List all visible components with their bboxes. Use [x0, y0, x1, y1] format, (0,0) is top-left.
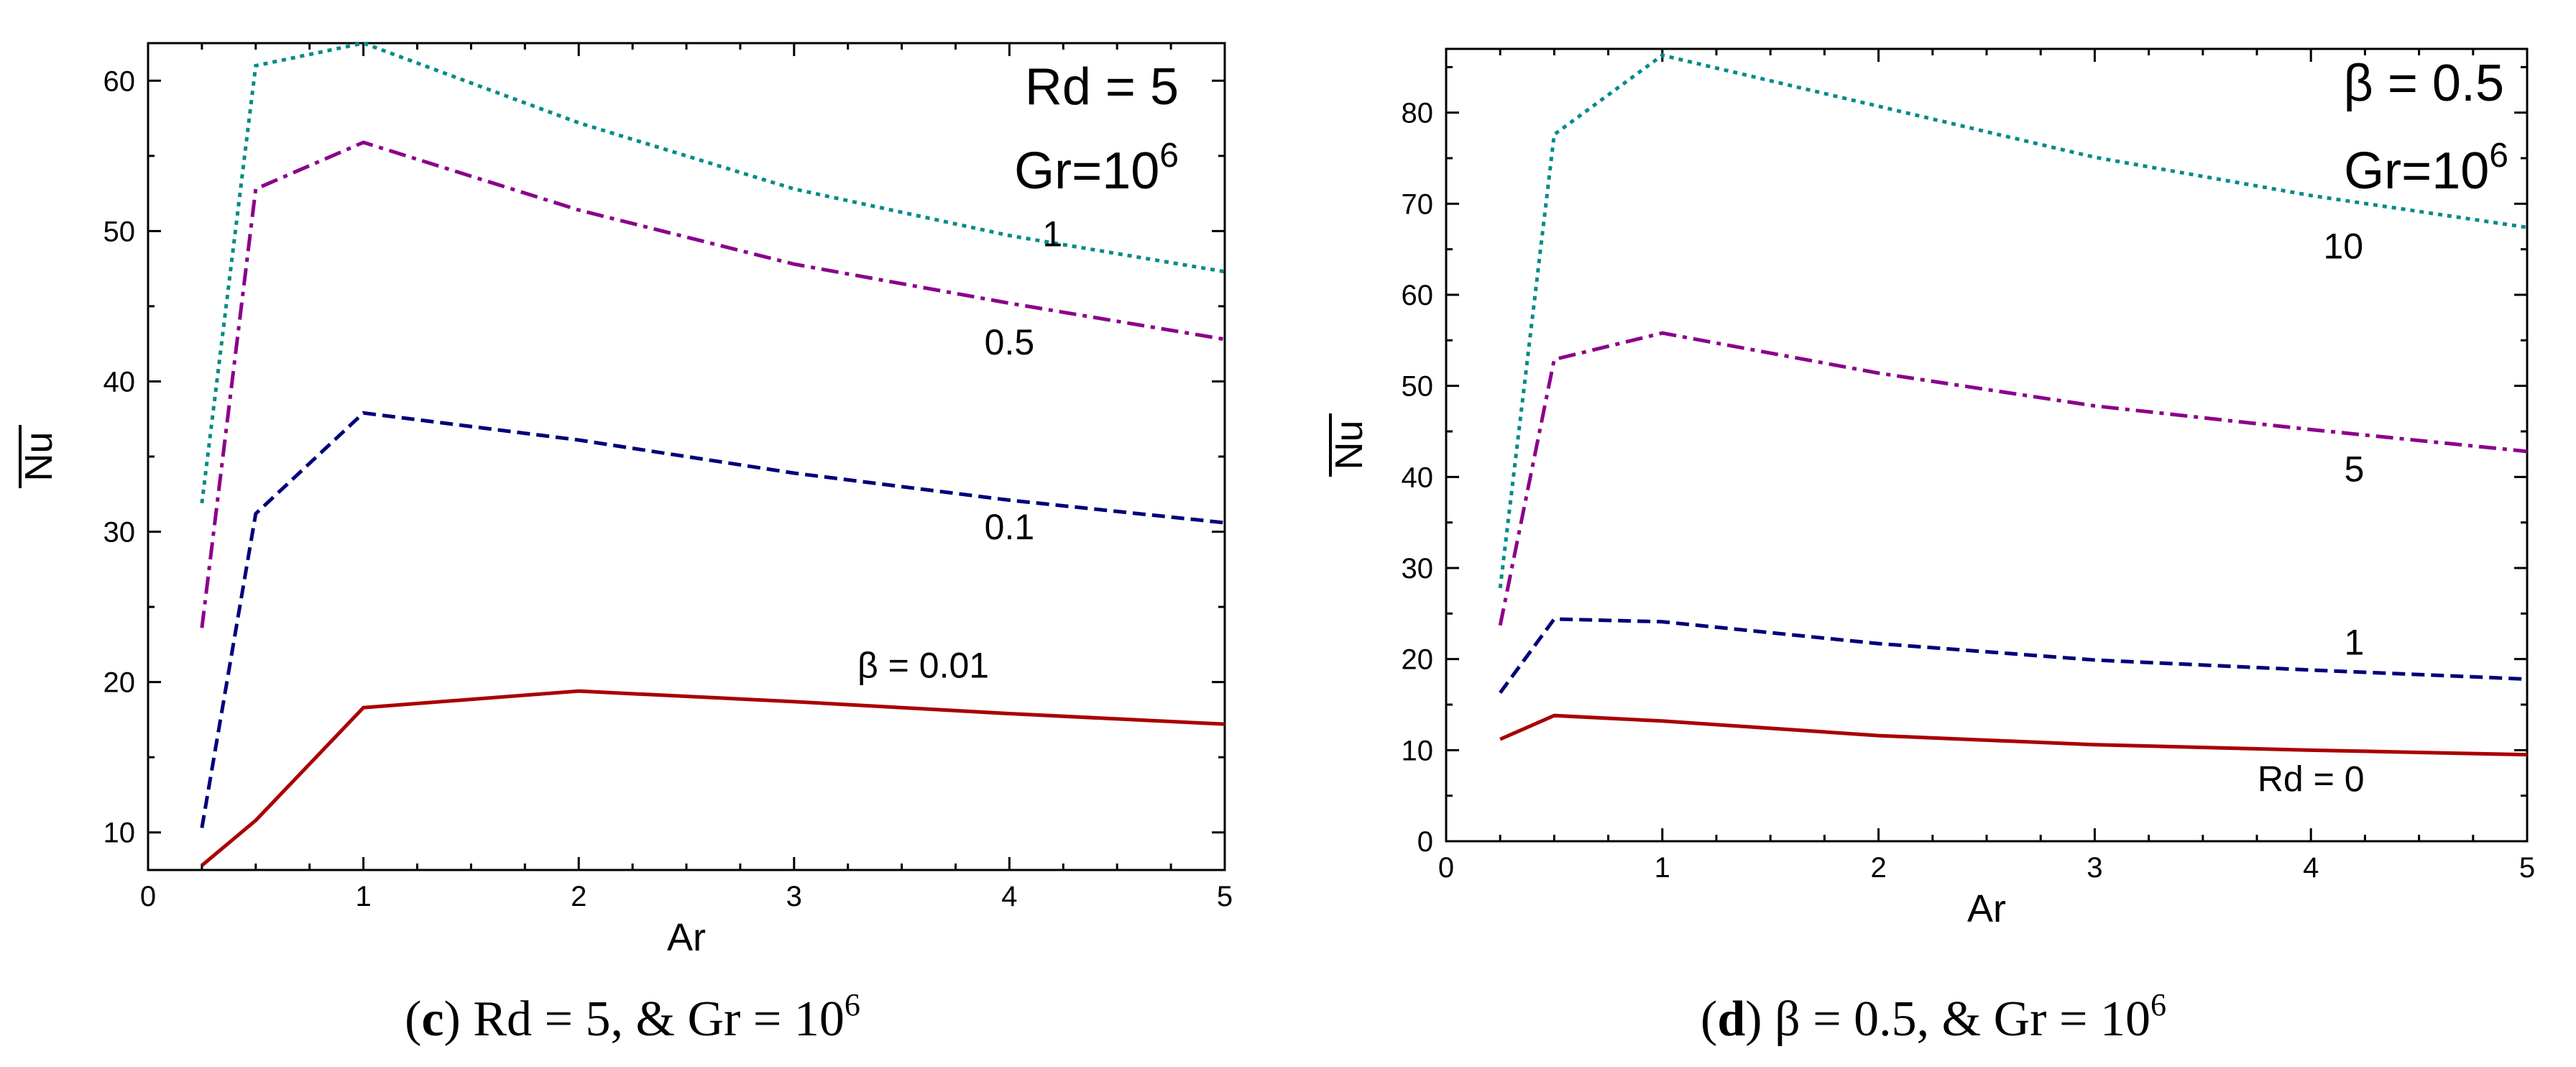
series-line — [1498, 53, 2528, 589]
annotation-line-1: Rd = 5 — [1025, 58, 1179, 116]
y-tick-label: 30 — [104, 517, 136, 549]
x-tick-label: 4 — [1001, 881, 1017, 912]
x-tick-label: 4 — [2303, 852, 2319, 884]
caption-sup: 6 — [2150, 987, 2166, 1022]
caption-close-paren: ) — [1745, 992, 1762, 1047]
y-tick-label: 20 — [104, 667, 136, 699]
annotation-line-2-sup: 6 — [1159, 137, 1179, 175]
y-tick-label: 80 — [1402, 98, 1434, 129]
caption-open-paren: ( — [405, 992, 421, 1047]
y-tick-label: 60 — [104, 65, 136, 97]
annotation-line-2: Gr=106 — [2344, 137, 2508, 200]
y-tick-label: 50 — [104, 216, 136, 247]
series-label: 0.5 — [985, 322, 1035, 362]
x-tick-label: 2 — [571, 881, 586, 912]
caption-sup: 6 — [845, 987, 860, 1022]
x-tick-label: 1 — [1655, 852, 1670, 884]
x-tick-label: 1 — [355, 881, 371, 912]
panel-c: 0 1 2 3 4 5 10 20 30 40 50 60 Ar Nu β = 0.01 0.1 0.5 1 Rd … — [17, 41, 1233, 1047]
series-line — [1498, 331, 2528, 626]
series-label: 0.1 — [985, 507, 1035, 547]
annotation-line-2-base: Gr=10 — [1014, 142, 1159, 200]
y-tick-label: 10 — [1402, 735, 1434, 766]
y-tick-label: 20 — [1402, 644, 1434, 676]
caption-open-paren: ( — [1701, 992, 1717, 1047]
y-tick-label: 40 — [1402, 462, 1434, 493]
caption-text: Rd = 5, & Gr = 10 — [461, 992, 845, 1047]
y-tick-label: 70 — [1402, 188, 1434, 220]
caption-letter: c — [421, 992, 443, 1047]
x-axis-label: Ar — [1967, 887, 2006, 930]
series-label: 1 — [1042, 214, 1062, 254]
y-tick-label: 40 — [104, 366, 136, 398]
x-tick-label: 3 — [2087, 852, 2102, 884]
series-line — [200, 411, 1225, 828]
series-line — [1499, 713, 2528, 757]
x-tick-label: 2 — [1870, 852, 1886, 884]
annotation-line-2-base: Gr=10 — [2344, 142, 2489, 200]
y-axis-label: Nu — [1328, 420, 1371, 470]
x-axis-label: Ar — [667, 916, 706, 959]
y-tick-label: 0 — [1417, 826, 1433, 858]
series-label: 10 — [2324, 226, 2364, 266]
series-label: β = 0.01 — [857, 645, 989, 685]
x-tick-label: 5 — [1217, 881, 1233, 912]
y-tick-label: 10 — [104, 818, 136, 849]
series-label: 1 — [2344, 622, 2364, 662]
series-line — [200, 41, 1225, 504]
y-tick-label: 60 — [1402, 280, 1434, 311]
caption-close-paren: ) — [444, 992, 461, 1047]
series-label: Rd = 0 — [2258, 759, 2365, 799]
annotation-line-2: Gr=106 — [1014, 137, 1179, 200]
annotation-line-1: β = 0.5 — [2343, 55, 2504, 112]
x-tick-label: 0 — [140, 881, 156, 912]
y-tick-label: 30 — [1402, 553, 1434, 585]
panel-caption: (d) β = 0.5, & Gr = 106 — [1701, 987, 2166, 1047]
y-tick-label: 50 — [1402, 371, 1434, 403]
series-line — [201, 689, 1225, 867]
panel-caption: (c) Rd = 5, & Gr = 106 — [405, 987, 860, 1047]
series-line — [200, 140, 1225, 628]
series-label: 5 — [2344, 449, 2364, 490]
caption-text: β = 0.5, & Gr = 10 — [1762, 992, 2150, 1047]
caption-letter: d — [1717, 992, 1745, 1047]
x-tick-label: 3 — [786, 881, 802, 912]
series-line — [1499, 617, 2528, 695]
x-tick-label: 0 — [1438, 852, 1454, 884]
annotation-line-2-sup: 6 — [2489, 137, 2508, 175]
x-tick-label: 5 — [2519, 852, 2535, 884]
y-axis-label: Nu — [17, 431, 60, 481]
